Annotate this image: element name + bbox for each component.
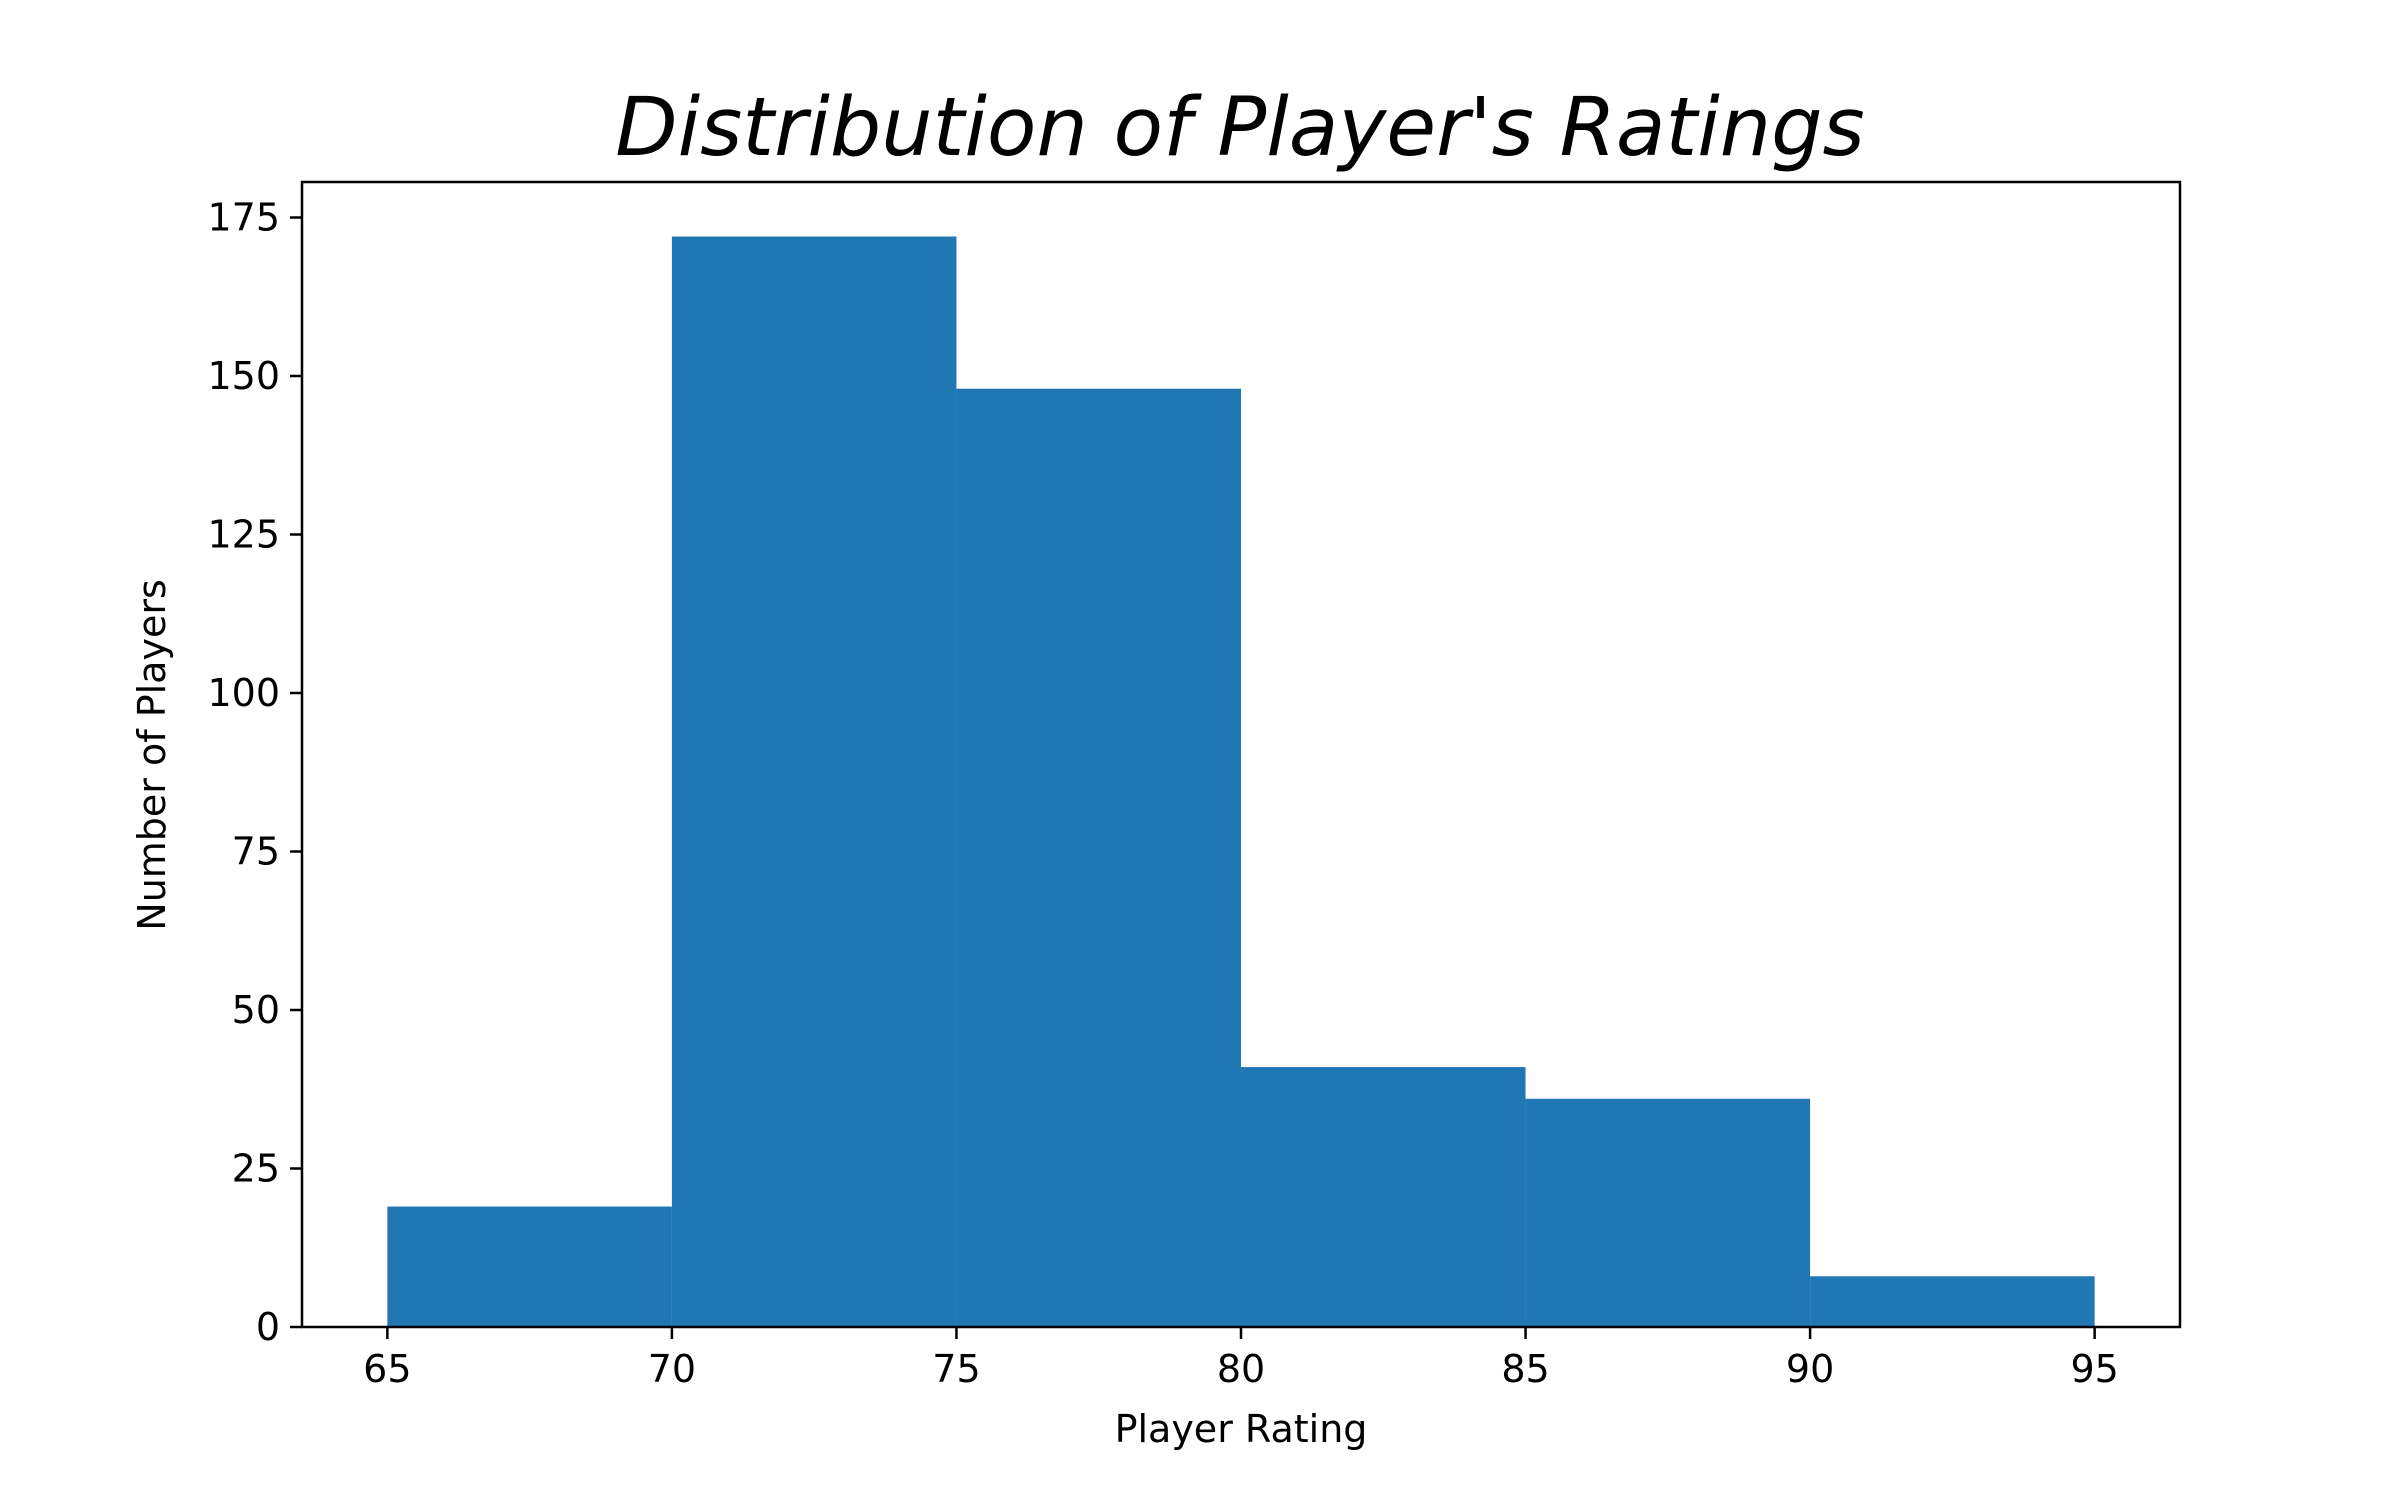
plot-frame bbox=[300, 180, 2182, 1329]
histogram-bar bbox=[671, 236, 957, 1327]
x-tick-label: 75 bbox=[932, 1347, 980, 1391]
y-tick-label: 100 bbox=[207, 671, 280, 715]
x-axis-ticks: 65 70 75 80 85 90 95 bbox=[363, 1327, 2119, 1391]
y-axis-label: Number of Players bbox=[130, 579, 174, 930]
y-tick-label: 150 bbox=[207, 354, 280, 398]
x-tick-label: 90 bbox=[1786, 1347, 1834, 1391]
x-tick-label: 85 bbox=[1501, 1347, 1549, 1391]
x-tick-label: 65 bbox=[363, 1347, 411, 1391]
x-tick-label: 95 bbox=[2070, 1347, 2118, 1391]
y-tick-label: 0 bbox=[256, 1305, 280, 1349]
histogram-bar bbox=[956, 388, 1241, 1327]
histogram-bar bbox=[1241, 1067, 1526, 1327]
y-tick-label: 75 bbox=[232, 830, 280, 874]
histogram-bar bbox=[1525, 1098, 1811, 1327]
y-tick-label: 25 bbox=[232, 1147, 280, 1191]
histogram-bar bbox=[387, 1206, 672, 1327]
x-axis-label: Player Rating bbox=[1115, 1407, 1368, 1451]
x-tick-label: 80 bbox=[1217, 1347, 1265, 1391]
chart-title: Distribution of Player's Ratings bbox=[615, 81, 1865, 175]
x-tick-label: 70 bbox=[648, 1347, 696, 1391]
y-tick-label: 125 bbox=[207, 513, 280, 557]
y-tick-label: 50 bbox=[232, 988, 280, 1032]
histogram-bar bbox=[1810, 1276, 2095, 1327]
y-axis-ticks: 0 25 50 75 100 125 150 175 bbox=[207, 196, 302, 1349]
y-tick-label: 175 bbox=[207, 196, 280, 240]
histogram-bars bbox=[387, 236, 2095, 1327]
